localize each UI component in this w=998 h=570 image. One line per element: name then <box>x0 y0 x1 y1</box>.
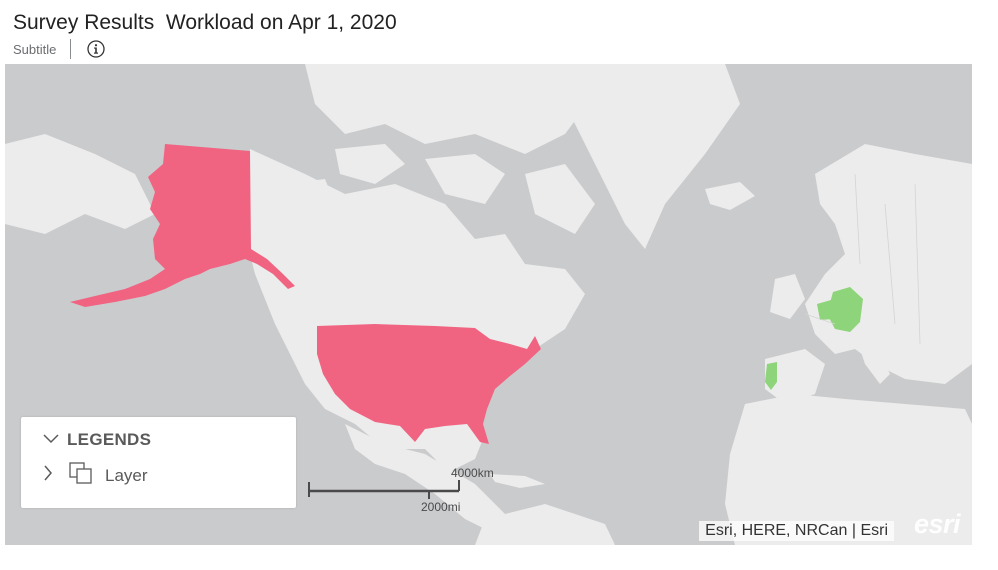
region-alaska[interactable] <box>70 144 295 307</box>
siberia <box>5 134 155 234</box>
cuba <box>490 474 545 488</box>
esri-logo: esri <box>913 509 961 539</box>
map-canvas[interactable]: LEGENDS Layer 4000km 2000mi Esri, HER <box>5 64 972 545</box>
scale-bar: 4000km 2000mi <box>307 464 494 514</box>
scale-km-label: 4000km <box>451 466 494 480</box>
chart-header: Survey Results Workload on Apr 1, 2020 S… <box>13 8 973 64</box>
divider <box>70 39 72 59</box>
iceland <box>705 182 755 210</box>
scale-mi-label: 2000mi <box>421 500 461 514</box>
legend-toggle[interactable]: LEGENDS <box>43 430 151 450</box>
chevron-down-icon <box>43 431 59 449</box>
north-america <box>245 149 585 474</box>
region-benelux[interactable] <box>817 300 833 320</box>
layers-icon <box>69 462 93 489</box>
africa <box>725 394 972 545</box>
map-attribution: Esri, HERE, NRCan | Esri <box>699 521 894 541</box>
borders <box>804 173 921 345</box>
chevron-right-icon[interactable] <box>43 465 53 486</box>
region-germany[interactable] <box>827 287 863 332</box>
legend-layer-label: Layer <box>105 465 148 485</box>
iberia <box>765 349 825 404</box>
legend-title: LEGENDS <box>67 430 152 449</box>
italy <box>855 334 890 384</box>
subtitle: Subtitle <box>13 41 57 57</box>
region-portugal[interactable] <box>765 362 777 390</box>
central-america <box>345 424 515 534</box>
legend-panel: LEGENDS Layer <box>21 417 296 508</box>
subtitle-row: Subtitle <box>13 39 973 59</box>
page-title: Survey Results Workload on Apr 1, 2020 <box>13 11 397 34</box>
british-isles <box>770 274 805 319</box>
info-icon[interactable] <box>87 40 106 58</box>
legend-layer-row[interactable]: Layer <box>43 462 148 489</box>
region-usa[interactable] <box>317 324 541 444</box>
south-america <box>475 504 615 545</box>
